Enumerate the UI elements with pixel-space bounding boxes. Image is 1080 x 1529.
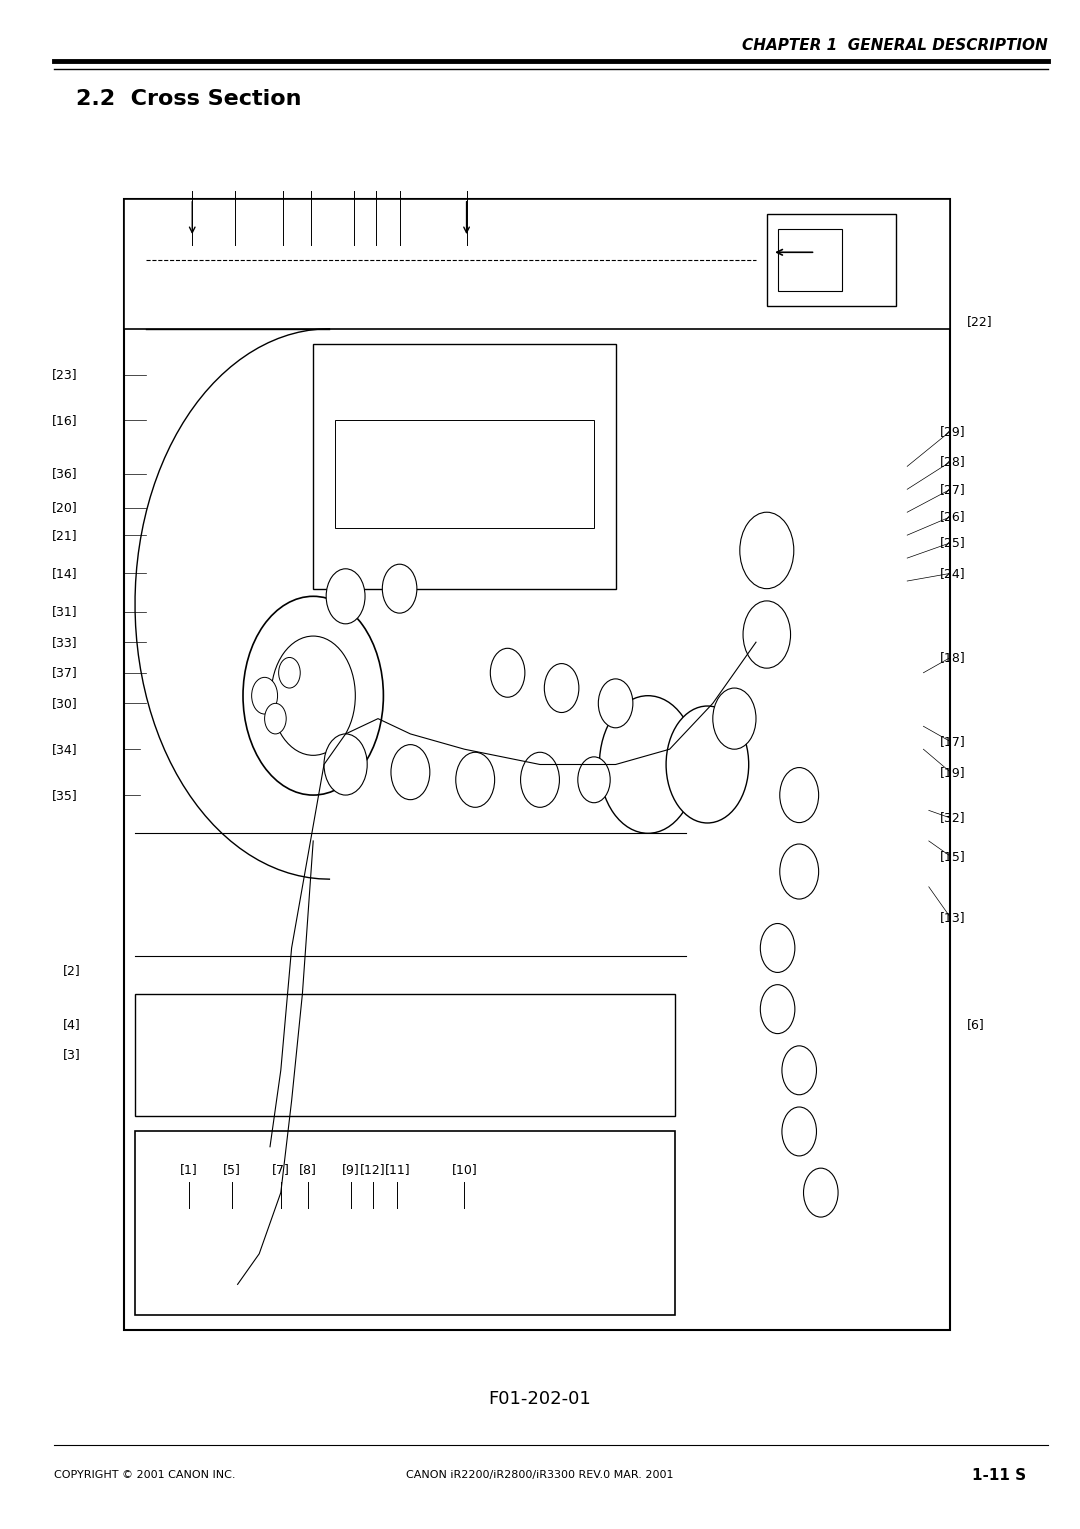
Text: CHAPTER 1  GENERAL DESCRIPTION: CHAPTER 1 GENERAL DESCRIPTION [742,38,1048,54]
Circle shape [782,1107,816,1156]
Text: [36]: [36] [52,468,78,480]
Text: F01-202-01: F01-202-01 [488,1390,592,1408]
Text: [23]: [23] [52,368,78,381]
Circle shape [743,601,791,668]
Circle shape [760,924,795,972]
Bar [335,420,594,528]
Text: [18]: [18] [940,651,966,664]
Circle shape [713,688,756,749]
Circle shape [578,757,610,803]
Circle shape [780,844,819,899]
Circle shape [279,657,300,688]
Circle shape [598,679,633,728]
Text: [34]: [34] [52,743,78,755]
Text: [8]: [8] [299,1164,316,1176]
Circle shape [265,703,286,734]
Circle shape [243,596,383,795]
Text: [7]: [7] [272,1164,289,1176]
Circle shape [599,696,697,833]
Circle shape [521,752,559,807]
Text: CANON iR2200/iR2800/iR3300 REV.0 MAR. 2001: CANON iR2200/iR2800/iR3300 REV.0 MAR. 20… [406,1471,674,1480]
Circle shape [740,512,794,589]
Text: [15]: [15] [940,850,966,862]
Circle shape [326,569,365,624]
Circle shape [456,752,495,807]
Text: [14]: [14] [52,567,78,579]
Circle shape [782,1046,816,1095]
Text: [25]: [25] [940,537,966,549]
Text: [4]: [4] [64,1018,81,1031]
Text: [28]: [28] [940,456,966,468]
Bar [124,199,950,329]
Text: [29]: [29] [940,425,966,437]
Text: [19]: [19] [940,766,966,778]
Circle shape [490,648,525,697]
Circle shape [382,564,417,613]
Text: [32]: [32] [940,812,966,824]
Text: COPYRIGHT © 2001 CANON INC.: COPYRIGHT © 2001 CANON INC. [54,1471,235,1480]
Text: [12]: [12] [360,1164,386,1176]
Text: [20]: [20] [52,502,78,514]
Text: 2.2  Cross Section: 2.2 Cross Section [76,89,301,110]
Text: [3]: [3] [64,1049,81,1061]
Text: [31]: [31] [52,605,78,618]
Bar [135,1131,675,1315]
Text: [11]: [11] [384,1164,410,1176]
Text: [35]: [35] [52,789,78,801]
Text: [16]: [16] [52,414,78,427]
Circle shape [666,706,748,823]
Circle shape [760,985,795,1034]
Text: [24]: [24] [940,567,966,579]
Text: [5]: [5] [224,1164,241,1176]
Text: [30]: [30] [52,697,78,709]
Text: [33]: [33] [52,636,78,648]
Text: [21]: [21] [52,529,78,541]
Text: [1]: [1] [180,1164,198,1176]
Circle shape [544,664,579,713]
Bar [124,199,950,1330]
Text: [17]: [17] [940,735,966,748]
Text: [26]: [26] [940,511,966,523]
Circle shape [780,768,819,823]
Circle shape [271,636,355,755]
Bar [313,344,616,589]
Circle shape [391,745,430,800]
Bar [778,229,842,291]
Bar [767,214,896,306]
Bar [135,994,675,1116]
Text: 1-11 S: 1-11 S [972,1468,1026,1483]
Text: [9]: [9] [342,1164,360,1176]
Circle shape [252,677,278,714]
Circle shape [324,734,367,795]
Text: [13]: [13] [940,911,966,924]
Circle shape [804,1168,838,1217]
Text: [2]: [2] [64,965,81,977]
Text: [27]: [27] [940,483,966,495]
Text: [37]: [37] [52,667,78,679]
Text: [6]: [6] [967,1018,984,1031]
Text: [10]: [10] [451,1164,477,1176]
Text: [22]: [22] [967,315,993,327]
